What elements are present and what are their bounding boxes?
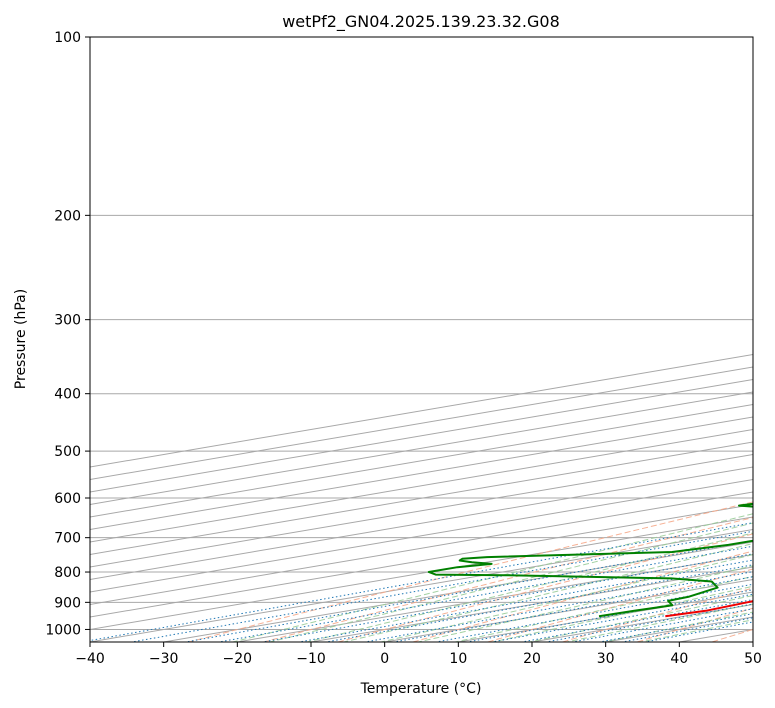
isotherm-line <box>381 578 753 642</box>
y-tick-label: 400 <box>54 387 81 403</box>
chart-title: wetPf2_GN04.2025.139.23.32.G08 <box>282 12 560 32</box>
isotherm-line <box>750 641 753 642</box>
moist-adiabat <box>489 585 753 642</box>
isotherm-line <box>90 478 753 593</box>
y-tick-label: 200 <box>54 208 81 224</box>
mixing-ratio-line <box>489 593 753 642</box>
dry-adiabat <box>261 516 753 642</box>
mixing-ratio-line <box>182 539 753 642</box>
mixing-ratio-line <box>129 530 753 642</box>
x-tick-label: 20 <box>523 651 541 667</box>
axis-ticks: −40 −30 −20 −10 0 10 20 30 40 50 100 200 300 400 500 60… <box>45 30 762 667</box>
x-tick-label: 0 <box>380 651 389 667</box>
moist-adiabat <box>415 565 753 642</box>
dry-adiabat <box>186 501 753 642</box>
y-tick-label: 300 <box>54 313 81 329</box>
y-tick-label: 500 <box>54 444 81 460</box>
x-tick-label: 40 <box>670 651 688 667</box>
isotherm-line <box>90 391 753 506</box>
isotherm-line <box>90 453 753 568</box>
x-tick-label: 50 <box>744 651 762 667</box>
moist-adiabat <box>452 575 753 642</box>
isotherm-line <box>308 566 753 642</box>
y-tick-label: 700 <box>54 531 81 547</box>
mixing-ratio-line <box>323 564 753 642</box>
plot-area <box>90 37 753 642</box>
x-tick-label: 10 <box>449 651 467 667</box>
isotherm-line <box>90 503 753 618</box>
dry-adiabat <box>485 568 753 642</box>
isotherm-line <box>90 466 753 581</box>
x-tick-label: −10 <box>296 651 326 667</box>
y-tick-label: 100 <box>54 30 81 46</box>
dry-adiabat <box>709 628 753 642</box>
moist-adiabat <box>230 513 753 642</box>
mixing-ratio-line <box>362 571 753 642</box>
isotherm-line <box>90 491 753 606</box>
dry-adiabat <box>410 550 753 642</box>
isotherm-line <box>90 441 753 556</box>
y-tick-label: 1000 <box>45 622 81 638</box>
dewpoint-profile-line <box>427 502 753 618</box>
moist-adiabat <box>526 594 753 642</box>
x-tick-label: −40 <box>75 651 105 667</box>
isotherm-line <box>90 528 753 642</box>
x-tick-label: −30 <box>149 651 179 667</box>
mixing-ratio-line <box>433 583 753 642</box>
y-axis-label: Pressure (hPa) <box>13 289 29 389</box>
y-tick-label: 600 <box>54 491 81 507</box>
moist-adiabat <box>378 554 753 642</box>
y-tick-label: 900 <box>54 595 81 611</box>
isotherm-line <box>90 353 753 468</box>
y-tick-label: 800 <box>54 565 81 581</box>
mixing-ratio-line <box>391 576 753 642</box>
x-tick-label: 30 <box>597 651 615 667</box>
dry-adiabat <box>336 533 753 642</box>
x-axis-label: Temperature (°C) <box>360 681 482 697</box>
mixing-ratio-line <box>296 559 753 642</box>
isotherm-line <box>90 403 753 518</box>
dry-adiabat <box>560 587 753 642</box>
isotherm-line <box>529 603 753 642</box>
isotherm-line <box>90 366 753 481</box>
plot-frame <box>89 36 754 643</box>
isotherm-line <box>90 378 753 493</box>
isotherm-line <box>90 416 753 531</box>
isotherm-line <box>90 428 753 543</box>
moist-adiabat <box>304 532 753 642</box>
x-tick-label: −20 <box>223 651 253 667</box>
moist-adiabat <box>341 543 753 642</box>
isotherm-line <box>90 516 753 631</box>
